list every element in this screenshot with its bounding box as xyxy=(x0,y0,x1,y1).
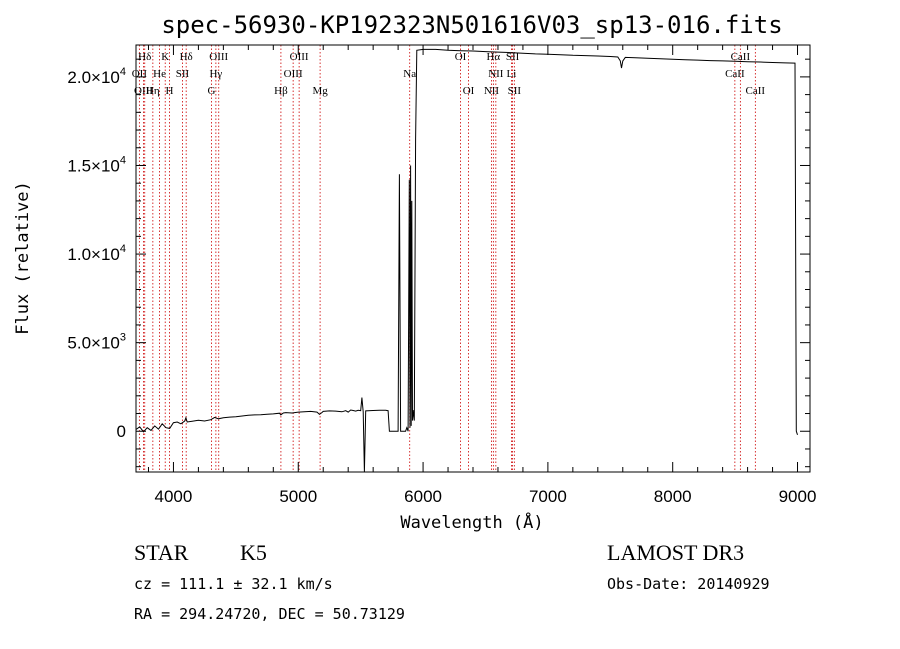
line-label: OIII xyxy=(209,51,228,63)
spectral-line-markers xyxy=(138,45,756,472)
line-label: Li xyxy=(507,68,517,80)
line-label: Na xyxy=(403,68,416,80)
line-label: SII xyxy=(508,85,522,97)
y-axis-label: Flux (relative) xyxy=(13,181,33,335)
spectrum-series xyxy=(135,48,798,473)
line-label: OIII xyxy=(284,68,303,80)
y-tick-label: 5.0×103 xyxy=(67,332,126,353)
object-class: STAR xyxy=(134,540,189,565)
plot-frame xyxy=(135,44,811,473)
x-tick-label: 8000 xyxy=(654,487,692,506)
x-tick-label: 9000 xyxy=(779,487,817,506)
x-axis-ticks: 4000 5000 6000 7000 8000 9000 xyxy=(147,45,817,506)
line-label: Hα xyxy=(486,51,500,63)
line-label: Mg xyxy=(312,85,328,97)
line-label: H xyxy=(165,85,173,97)
line-label: G xyxy=(208,85,216,97)
spectrum-line xyxy=(135,48,798,473)
survey-name: LAMOST DR3 xyxy=(607,540,744,565)
line-label: OIII xyxy=(290,51,309,63)
line-label: OIII xyxy=(134,85,153,97)
line-label: CaII xyxy=(731,51,751,63)
y-axis-ticks: 0 5.0×103 1.0×104 1.5×104 2.0×104 xyxy=(67,58,810,468)
y-tick-label: 1.0×104 xyxy=(67,243,126,264)
x-axis-label: Wavelength (Å) xyxy=(400,511,543,533)
x-tick-label: 5000 xyxy=(279,487,317,506)
line-label: NII xyxy=(484,85,500,97)
spectral-line-labels: Hδ K Hδ OIII OIII OI Hα SII CaII OII He SII Hγ OIII Na… xyxy=(132,51,766,97)
y-tick-label: 2.0×104 xyxy=(67,66,126,87)
x-tick-label: 4000 xyxy=(155,487,193,506)
line-label: Hδ xyxy=(180,51,193,63)
line-label: SII xyxy=(506,51,520,63)
observation-date: Obs-Date: 20140929 xyxy=(607,575,770,593)
line-label: He xyxy=(153,68,166,80)
line-label: Hδ xyxy=(138,51,151,63)
y-tick-label: 0 xyxy=(117,422,126,441)
line-label: SII xyxy=(176,68,190,80)
redshift-cz: cz = 111.1 ± 32.1 km/s xyxy=(134,575,333,593)
x-tick-label: 7000 xyxy=(529,487,567,506)
line-label: K xyxy=(161,51,169,63)
line-label: Hη xyxy=(146,85,160,97)
line-label: CaII xyxy=(725,68,745,80)
line-label: OII xyxy=(132,68,148,80)
line-label: CaII xyxy=(746,85,766,97)
line-label: Hγ xyxy=(209,68,222,80)
object-subclass: K5 xyxy=(240,540,267,565)
chart-title: spec-56930-KP192323N501616V03_sp13-016.f… xyxy=(161,11,782,39)
line-label: NII xyxy=(488,68,504,80)
line-label: OI xyxy=(463,85,475,97)
line-label: OI xyxy=(455,51,467,63)
ra-dec-coordinates: RA = 294.24720, DEC = 50.73129 xyxy=(134,605,405,623)
x-tick-label: 6000 xyxy=(404,487,442,506)
line-label: Hβ xyxy=(274,85,288,97)
y-tick-label: 1.5×104 xyxy=(67,154,126,175)
